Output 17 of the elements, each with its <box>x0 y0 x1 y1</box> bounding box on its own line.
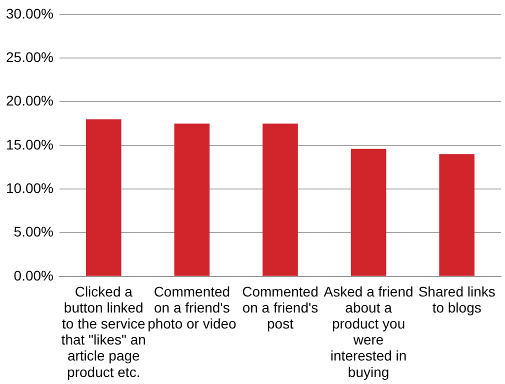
x-tick-label: Asked a friend about a product you were interested in buying <box>324 283 414 380</box>
x-tick-label: Commented on a friend's post <box>242 283 318 332</box>
y-tick-label: 20.00% <box>6 92 54 109</box>
x-tick-label: Commented on a friend's photo or video <box>148 283 237 332</box>
bar <box>174 124 210 276</box>
bar <box>439 154 475 276</box>
y-tick-label: 0.00% <box>14 267 54 284</box>
x-tick-label: Shared links to blogs <box>418 283 496 316</box>
bar <box>262 124 298 276</box>
y-tick-label: 25.00% <box>6 48 54 65</box>
x-tick-label: Clicked a button linked to the service that "likes" an article page product etc. <box>61 283 146 380</box>
y-tick-label: 5.00% <box>14 224 54 240</box>
y-tick-label: 10.00% <box>6 180 54 196</box>
bar <box>86 119 122 276</box>
y-tick-label: 30.00% <box>6 5 54 22</box>
bar <box>350 148 386 276</box>
y-tick-label: 15.00% <box>6 136 54 152</box>
